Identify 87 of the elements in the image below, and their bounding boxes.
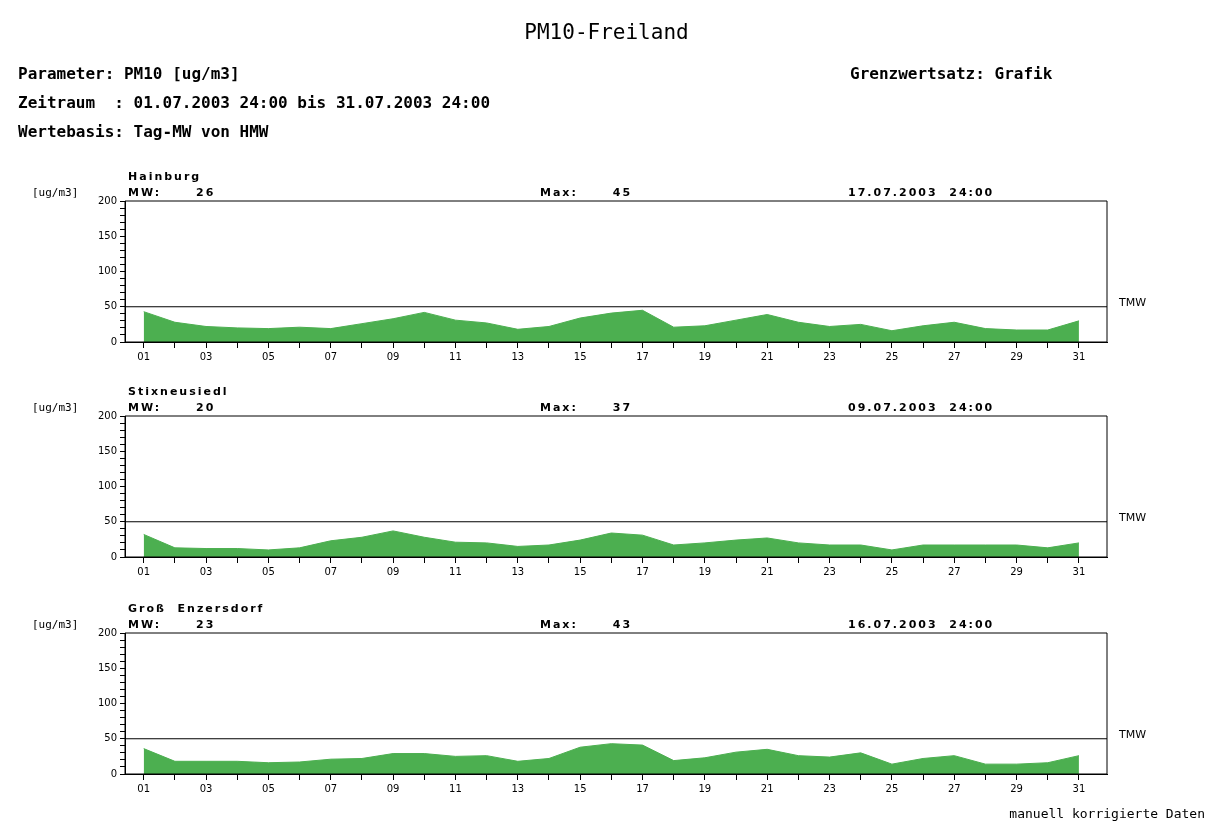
y-tick-label: 150	[97, 661, 117, 673]
y-tick-label: 50	[104, 515, 117, 527]
y-tick-label: 100	[97, 265, 117, 277]
text: PM10-Freiland	[523, 20, 690, 44]
x-tick-label: 03	[199, 350, 213, 362]
text: Wertebasis: Tag-MW von HMW	[18, 122, 269, 141]
x-tick-label: 23	[823, 782, 836, 794]
x-tick-label: 05	[262, 782, 275, 794]
y-axis-title: [ug/m3]	[32, 618, 79, 631]
y-tick-label: 150	[97, 229, 117, 241]
x-tick-label: 31	[1072, 782, 1086, 794]
x-tick-label: 09	[386, 782, 400, 794]
y-axis-title: [ug/m3]	[32, 186, 79, 199]
y-tick-label: 0	[110, 767, 117, 779]
y-tick-label: 0	[110, 335, 117, 347]
text: Max: 37	[540, 401, 633, 414]
text: Zeitraum : 01.07.2003 24:00 bis 31.07.2003 24:00	[18, 93, 491, 112]
x-tick-label: 17	[636, 350, 649, 362]
text: MW: 23	[128, 618, 216, 631]
chart-title: Stixneusiedl	[128, 385, 229, 398]
x-tick-label: 27	[947, 782, 961, 794]
x-tick-label: 07	[324, 350, 338, 362]
y-tick-label: 100	[97, 697, 117, 709]
x-tick-label: 05	[262, 350, 275, 362]
x-tick-label: 21	[760, 782, 774, 794]
x-tick-label: 09	[386, 350, 400, 362]
x-tick-label: 01	[137, 350, 151, 362]
x-tick-label: 09	[386, 565, 400, 577]
x-tick-label: 19	[698, 782, 712, 794]
x-tick-label: 21	[760, 565, 774, 577]
x-tick-label: 29	[1010, 350, 1023, 362]
y-tick-label: 150	[97, 444, 117, 456]
x-tick-label: 25	[885, 782, 899, 794]
y-tick-label: 100	[97, 480, 117, 492]
x-tick-label: 27	[947, 565, 961, 577]
x-tick-label: 13	[511, 565, 525, 577]
x-tick-label: 11	[449, 782, 462, 794]
x-tick-label: 11	[449, 565, 462, 577]
x-tick-label: 03	[199, 565, 213, 577]
x-tick-label: 21	[760, 350, 774, 362]
x-tick-label: 31	[1072, 350, 1086, 362]
x-tick-label: 01	[137, 565, 151, 577]
text: Max: 45	[540, 186, 633, 199]
y-tick-label: 200	[97, 626, 117, 638]
y-tick-label: 200	[97, 194, 117, 206]
text: 16.07.2003 24:00	[848, 618, 995, 631]
x-tick-label: 11	[449, 350, 462, 362]
x-tick-label: 13	[511, 782, 525, 794]
x-tick-label: 23	[823, 350, 836, 362]
x-tick-label: 15	[573, 350, 587, 362]
x-tick-label: 03	[199, 782, 213, 794]
x-tick-label: 05	[262, 565, 275, 577]
text: manuell korrigierte Daten	[1009, 806, 1205, 821]
x-tick-label: 25	[885, 350, 899, 362]
text: Parameter: PM10 [ug/m3]	[18, 64, 240, 83]
x-tick-label: 07	[324, 782, 338, 794]
x-tick-label: 23	[823, 565, 836, 577]
x-tick-label: 17	[636, 565, 649, 577]
text: MW: 26	[128, 186, 216, 199]
y-axis-title: [ug/m3]	[32, 401, 79, 414]
y-tick-label: 0	[110, 550, 117, 562]
y-tick-label: 50	[104, 300, 117, 312]
x-tick-label: 07	[324, 565, 338, 577]
x-tick-label: 15	[573, 565, 587, 577]
x-tick-label: 17	[636, 782, 649, 794]
ref-line-label: TMW	[1118, 727, 1147, 741]
ref-line-label: TMW	[1118, 295, 1147, 309]
text: MW: 20	[128, 401, 216, 414]
chart-title: Groß Enzersdorf	[128, 602, 265, 615]
ref-line-label: TMW	[1118, 510, 1147, 524]
x-tick-label: 01	[137, 782, 151, 794]
text: 17.07.2003 24:00	[848, 186, 995, 199]
chart-title: Hainburg	[128, 170, 202, 183]
text: Max: 43	[540, 618, 633, 631]
x-tick-label: 19	[698, 350, 712, 362]
x-tick-label: 19	[698, 565, 712, 577]
y-tick-label: 200	[97, 409, 117, 421]
x-tick-label: 29	[1010, 565, 1023, 577]
x-tick-label: 31	[1072, 565, 1086, 577]
x-tick-label: 27	[947, 350, 961, 362]
y-tick-label: 50	[104, 732, 117, 744]
text: 09.07.2003 24:00	[848, 401, 995, 414]
x-tick-label: 13	[511, 350, 525, 362]
x-tick-label: 15	[573, 782, 587, 794]
x-tick-label: 25	[885, 565, 899, 577]
x-tick-label: 29	[1010, 782, 1023, 794]
text: Grenzwertsatz: Grafik	[850, 64, 1053, 83]
